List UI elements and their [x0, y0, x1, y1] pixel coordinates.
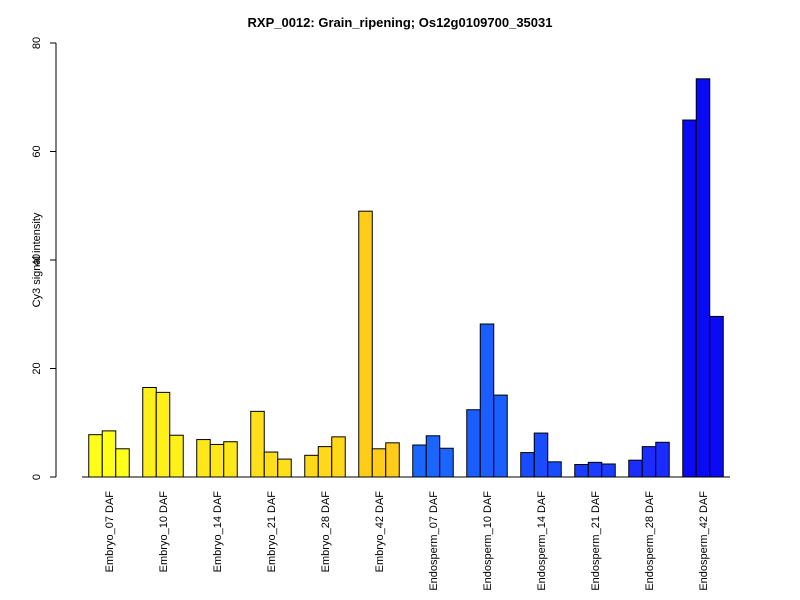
bar — [601, 463, 616, 478]
bar — [628, 459, 643, 478]
x-tick-label: Endosperm_07 DAF — [428, 491, 440, 591]
bar — [304, 454, 319, 478]
bar — [169, 434, 184, 478]
chart-title: RXP_0012: Grain_ripening; Os12g0109700_3… — [248, 15, 553, 30]
bar — [493, 394, 508, 478]
y-tick-label: 60 — [31, 145, 43, 157]
bar — [277, 458, 292, 478]
bar — [263, 451, 279, 478]
bar — [142, 386, 157, 478]
x-tick-label: Endosperm_28 DAF — [644, 491, 656, 591]
bar — [547, 461, 562, 478]
bar — [587, 461, 603, 478]
y-axis-label: Cy3 signal intensity — [31, 212, 43, 307]
bar — [655, 441, 670, 478]
bar — [520, 452, 535, 478]
bar — [371, 448, 387, 478]
bar — [425, 435, 441, 478]
x-tick-label: Endosperm_10 DAF — [482, 491, 494, 591]
x-tick-label: Embryo_28 DAF — [320, 491, 332, 573]
bar — [250, 410, 265, 478]
x-tick-label: Embryo_14 DAF — [212, 491, 224, 573]
bar — [412, 444, 427, 478]
bar — [223, 441, 238, 478]
x-tick-label: Embryo_42 DAF — [374, 491, 386, 573]
x-tick-label: Endosperm_42 DAF — [698, 491, 710, 591]
bar — [574, 464, 589, 478]
bar — [331, 436, 346, 478]
bar — [101, 430, 117, 478]
bar — [358, 210, 373, 478]
bar — [196, 439, 211, 478]
bar — [317, 446, 333, 478]
bar — [115, 448, 130, 478]
bar — [682, 119, 697, 478]
bar — [641, 446, 657, 478]
bar — [88, 434, 103, 478]
x-tick-label: Endosperm_14 DAF — [536, 491, 548, 591]
x-axis-labels: Embryo_07 DAF Embryo_10 DAF Embryo_14 DAF E… — [104, 491, 710, 591]
bars — [88, 78, 724, 478]
y-tick-label: 80 — [31, 37, 43, 49]
bar — [479, 323, 495, 478]
x-tick-label: Endosperm_21 DAF — [590, 491, 602, 591]
bar — [533, 432, 549, 478]
x-tick-label: Embryo_10 DAF — [158, 491, 170, 573]
bar — [155, 391, 171, 478]
bar — [466, 409, 481, 478]
bar — [209, 443, 225, 478]
bar — [439, 447, 454, 478]
x-tick-label: Embryo_21 DAF — [266, 491, 278, 573]
y-axis: 0 20 40 60 80 — [31, 37, 730, 480]
y-tick-label: 40 — [31, 254, 43, 266]
bar — [709, 315, 724, 478]
bar — [695, 78, 711, 478]
x-tick-label: Embryo_07 DAF — [104, 491, 116, 573]
bar — [385, 442, 400, 478]
y-tick-label: 0 — [31, 474, 43, 480]
y-tick-label: 20 — [31, 362, 43, 374]
